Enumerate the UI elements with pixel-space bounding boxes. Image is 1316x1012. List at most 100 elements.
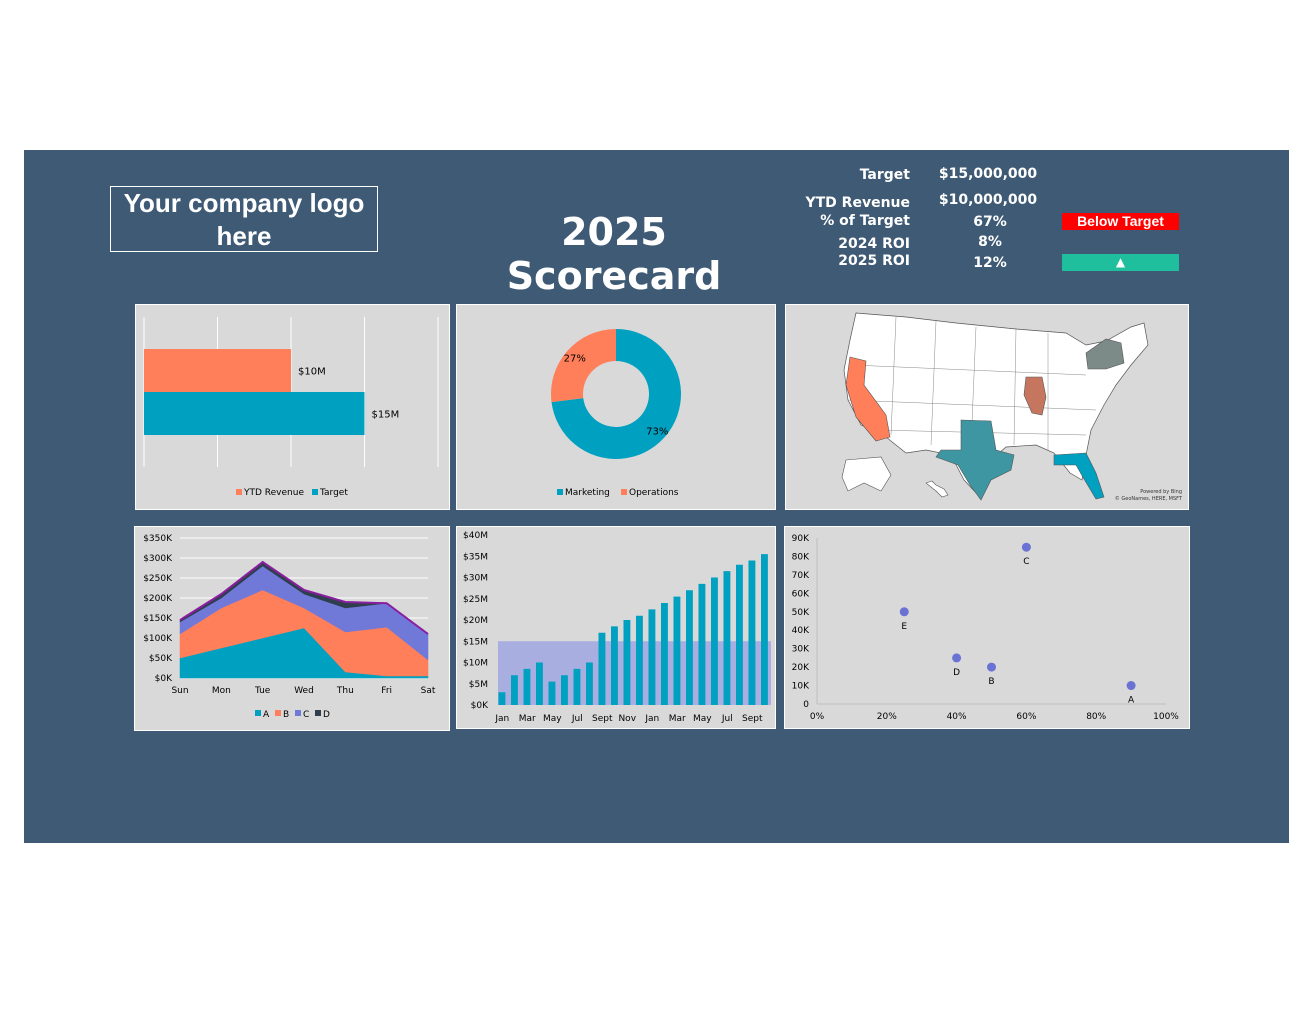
- month-bar: [611, 626, 618, 705]
- month-bar: [548, 681, 556, 705]
- us-map: Powered by Bing © GeoNames, HERE, MSFT: [841, 312, 1183, 502]
- y-tick-label: $10M: [463, 659, 488, 669]
- y-tick-label: $100K: [143, 634, 173, 644]
- y-tick-label: $300K: [143, 554, 173, 564]
- month-bar: [561, 675, 568, 705]
- scatter-point-label: B: [988, 677, 994, 687]
- month-bar: [511, 675, 518, 705]
- bar-data-label: $10M: [298, 367, 326, 378]
- map-credit-line2: © GeoNames, HERE, MSFT: [1115, 495, 1183, 502]
- legend-entry: A: [263, 710, 270, 720]
- y-tick-label: 60K: [792, 589, 810, 599]
- x-tick-label: 80%: [1086, 712, 1106, 722]
- legend-swatch: [315, 710, 321, 716]
- legend-swatch: [236, 489, 242, 495]
- y-tick-label: 0: [803, 700, 809, 710]
- x-tick-label: Mar: [669, 714, 686, 724]
- y-tick-label: 20K: [792, 663, 810, 673]
- donut-data-label: 27%: [564, 354, 586, 365]
- kpi-roi2024-label: 2024 ROI: [838, 236, 910, 252]
- map-credit-line1: Powered by Bing: [1140, 489, 1182, 495]
- legend-swatch: [275, 710, 281, 716]
- kpi-ytd-value: $10,000,000: [938, 192, 1038, 208]
- month-bar: [698, 583, 706, 705]
- legend-swatch: [312, 489, 318, 495]
- marketing-operations-panel: 73% 27% Marketing Operations: [456, 304, 776, 510]
- month-bar: [498, 692, 506, 705]
- marketing-operations-chart: 73% 27% Marketing Operations: [551, 329, 681, 498]
- state-california: [845, 356, 891, 442]
- month-bar: [523, 668, 531, 705]
- y-tick-label: $20M: [463, 616, 488, 626]
- area-total-outline: [179, 560, 429, 635]
- company-logo-placeholder: Your company logo here: [110, 186, 378, 252]
- x-tick-label: May: [693, 714, 712, 724]
- scatter-point-label: E: [901, 622, 907, 632]
- x-tick-label: Nov: [618, 714, 636, 724]
- y-tick-label: 30K: [792, 645, 810, 655]
- alaska-shape: [841, 456, 892, 492]
- scatter-point-label: D: [953, 668, 960, 678]
- scatter-point-d: [952, 653, 962, 663]
- legend-swatch: [295, 710, 301, 716]
- page-title: 2025 Scorecard: [506, 210, 722, 298]
- y-tick-label: $0K: [155, 674, 173, 684]
- legend-entry: B: [283, 710, 289, 720]
- x-tick-label: Jan: [644, 714, 659, 724]
- x-tick-label: Mon: [212, 686, 231, 696]
- below-target-badge: Below Target: [1062, 213, 1179, 230]
- monthly-bar-chart: $0K $5M $10M $15M $20M $25M $30M $35M $40M Jan Mar…: [463, 531, 771, 724]
- x-tick-label: Jan: [494, 714, 509, 724]
- scatter-point-e: [899, 607, 909, 617]
- month-bar: [748, 560, 756, 705]
- x-tick-label: Thu: [336, 686, 354, 696]
- legend-swatch: [255, 710, 261, 716]
- month-bar: [673, 596, 681, 705]
- legend-swatch: [557, 489, 563, 495]
- kpi-roi2025-label: 2025 ROI: [838, 253, 910, 269]
- x-tick-label: 100%: [1153, 712, 1179, 722]
- monthly-bar-panel: $0K $5M $10M $15M $20M $25M $30M $35M $40M Jan Mar…: [456, 526, 776, 729]
- month-bar: [586, 662, 593, 705]
- roi-up-badge: ▲: [1062, 254, 1179, 271]
- x-tick-label: 20%: [877, 712, 897, 722]
- y-tick-label: $350K: [143, 534, 173, 544]
- x-tick-label: May: [543, 714, 562, 724]
- donut-slice-marketing: [551, 329, 681, 459]
- y-tick-label: 90K: [792, 534, 810, 544]
- x-tick-label: Sept: [742, 714, 763, 724]
- x-tick-label: Tue: [254, 686, 271, 696]
- x-tick-label: Sun: [171, 686, 188, 696]
- y-tick-label: $250K: [143, 574, 173, 584]
- month-bar: [711, 577, 718, 705]
- x-tick-label: Fri: [381, 686, 392, 696]
- state-florida: [1053, 452, 1105, 500]
- y-tick-label: $40M: [463, 531, 488, 541]
- legend-entry: YTD Revenue: [243, 488, 304, 498]
- y-tick-label: 10K: [792, 682, 810, 692]
- legend-entry: Marketing: [565, 488, 610, 498]
- x-tick-label: 40%: [947, 712, 967, 722]
- scatter-chart: 0 10K 20K 30K 40K 50K 60K 70K 80K 90K 0% 20% 40% 60% 8…: [792, 534, 1180, 722]
- revenue-vs-target-panel: $10M $15M YTD Revenue Target: [135, 304, 450, 510]
- month-bar: [623, 620, 631, 705]
- donut-slice-operations: [551, 329, 616, 403]
- y-tick-label: $200K: [143, 594, 173, 604]
- month-bar: [723, 571, 731, 705]
- legend-entry: C: [303, 710, 309, 720]
- kpi-roi2024-value: 8%: [978, 234, 1002, 250]
- y-tick-label: $0K: [471, 701, 489, 711]
- legend-entry: Target: [319, 488, 348, 498]
- kpi-roi2025-value: 12%: [973, 255, 1007, 271]
- triangle-up-icon: ▲: [1115, 255, 1126, 269]
- bar-data-label: $15M: [372, 410, 400, 421]
- us-map-panel: Powered by Bing © GeoNames, HERE, MSFT: [785, 304, 1189, 510]
- month-bar: [686, 590, 693, 705]
- x-tick-label: Sat: [421, 686, 436, 696]
- scatter-point-b: [987, 662, 996, 672]
- hawaii-shape: [925, 480, 949, 498]
- legend-entry: Operations: [629, 488, 679, 498]
- x-tick-label: 0%: [810, 712, 825, 722]
- y-tick-label: $5M: [469, 680, 488, 690]
- y-tick-label: 70K: [792, 571, 810, 581]
